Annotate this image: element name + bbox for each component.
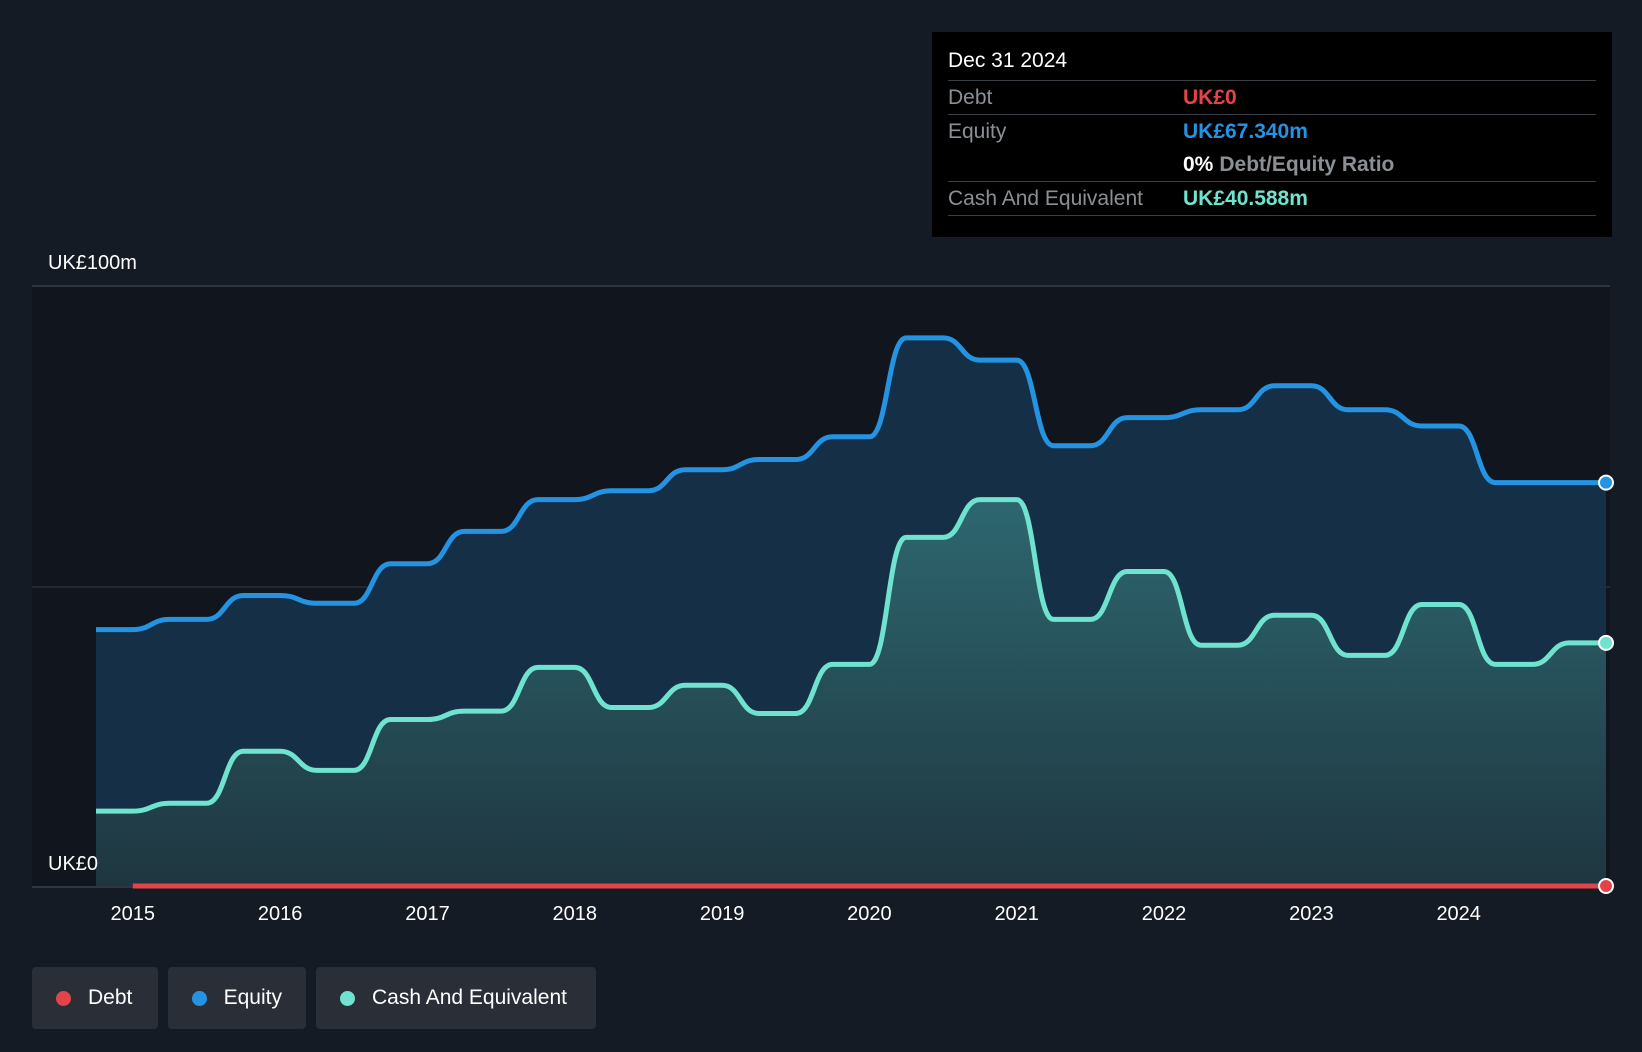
x-tick-label-2015: 2015	[111, 903, 156, 925]
tooltip-ratio-value: 0%	[1183, 152, 1214, 176]
y-tick-label-top: UK£100m	[48, 252, 137, 274]
tooltip-equity-value: UK£67.340m	[1183, 119, 1308, 143]
legend-item-cash[interactable]: Cash And Equivalent	[316, 967, 596, 1029]
legend-item-debt[interactable]: Debt	[32, 967, 158, 1029]
legend-debt-label: Debt	[88, 986, 133, 1009]
x-tick-label-2021: 2021	[994, 903, 1039, 925]
x-tick-label-2019: 2019	[700, 903, 745, 925]
legend-cash-label: Cash And Equivalent	[372, 986, 567, 1009]
x-tick-label-2024: 2024	[1436, 903, 1481, 925]
tooltip-row-cash: Cash And Equivalent UK£40.588m	[948, 181, 1596, 216]
x-tick-label-2020: 2020	[847, 903, 892, 925]
x-tick-label-2023: 2023	[1289, 903, 1334, 925]
debt-end-marker	[1598, 878, 1614, 894]
tooltip-equity-label: Equity	[948, 119, 1007, 143]
tooltip-cash-value: UK£40.588m	[1183, 186, 1308, 210]
cash-line	[96, 497, 1606, 814]
tooltip-row-ratio: 0% Debt/Equity Ratio	[948, 148, 1596, 181]
equity-dot-icon	[192, 990, 207, 1006]
tooltip-date: Dec 31 2024	[948, 49, 1068, 72]
tooltip-row-equity: Equity UK£67.340m	[948, 114, 1596, 148]
cash-end-marker	[1598, 634, 1614, 651]
tooltip: Dec 31 2024 Debt UK£0 Equity UK£67.340m …	[932, 32, 1612, 237]
tooltip-cash-label: Cash And Equivalent	[948, 186, 1143, 210]
x-tick-label-2022: 2022	[1142, 903, 1187, 925]
y-tick-label-bottom: UK£0	[48, 853, 98, 875]
debt-dot-icon	[56, 990, 71, 1006]
equity-end-marker	[1598, 474, 1614, 491]
tooltip-ratio-label: Debt/Equity Ratio	[1219, 152, 1395, 176]
legend-equity-label: Equity	[223, 986, 282, 1009]
cash-dot-icon	[340, 990, 355, 1006]
equity-line	[96, 335, 1606, 633]
x-tick-label-2018: 2018	[553, 903, 598, 925]
tooltip-debt-value: UK£0	[1183, 85, 1237, 109]
x-tick-label-2016: 2016	[258, 903, 303, 925]
legend: Debt Equity Cash And Equivalent	[32, 967, 606, 1029]
cash-area	[96, 499, 1606, 886]
tooltip-row-debt: Debt UK£0	[948, 80, 1596, 114]
tooltip-debt-label: Debt	[948, 85, 993, 109]
legend-item-equity[interactable]: Equity	[168, 967, 306, 1029]
x-tick-label-2017: 2017	[405, 903, 450, 925]
